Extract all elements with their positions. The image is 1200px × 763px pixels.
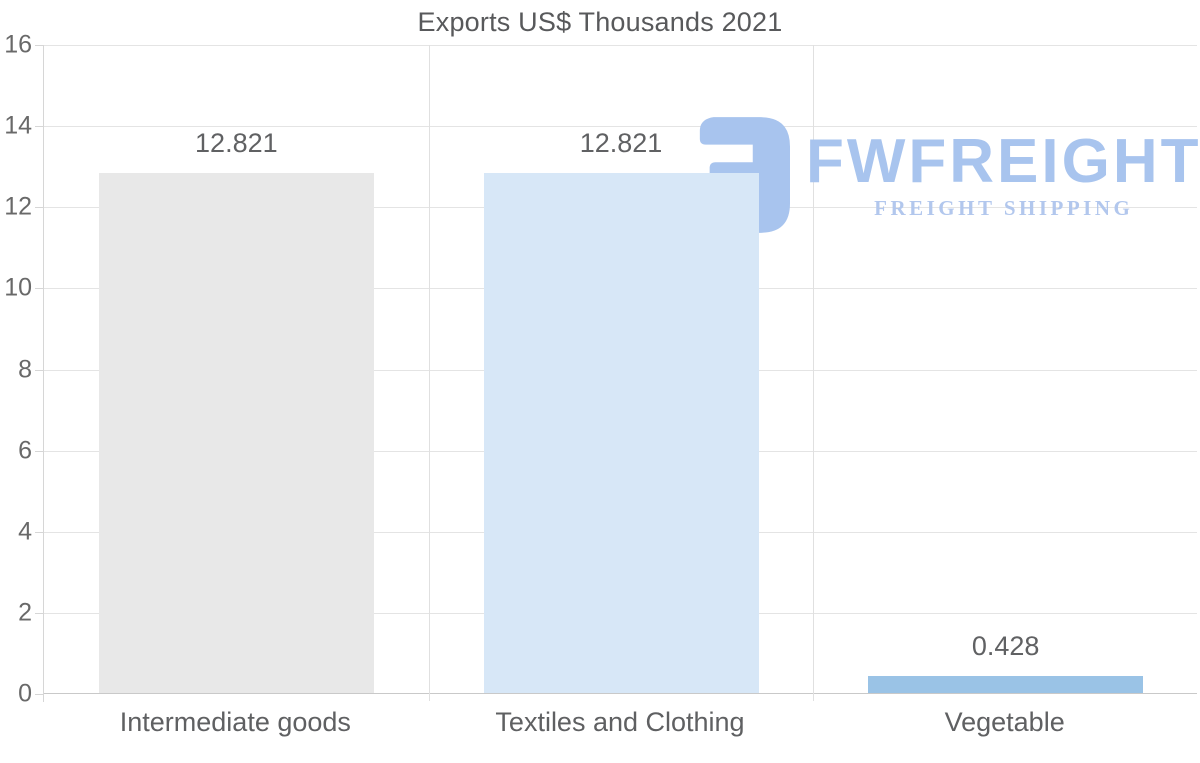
bar-value-label: 12.821	[579, 127, 663, 158]
bar-intermediate-goods	[98, 172, 374, 693]
bar-vegetable	[868, 675, 1144, 693]
x-axis-origin-tick	[43, 693, 44, 702]
watermark-tagline: FREIGHT SHIPPING	[874, 196, 1134, 220]
watermark-brand: FWFREIGHT	[806, 127, 1200, 196]
y-tick-mark-16	[35, 45, 44, 46]
y-tick-label-16: 16	[4, 30, 32, 59]
x-axis-category-labels: Intermediate goods Textiles and Clothing V…	[43, 703, 1197, 743]
y-tick-mark-10	[35, 288, 44, 290]
chart-plot-area: FWFREIGHT FREIGHT SHIPPING 12.821 12.821 0…	[35, 45, 1200, 702]
y-tick-mark-2	[35, 612, 44, 614]
x-category-label: Textiles and Clothing	[495, 707, 745, 737]
y-tick-label-4: 4	[18, 517, 32, 546]
y-tick-mark-6	[35, 450, 44, 452]
y-tick-mark-14	[35, 126, 44, 128]
y-tick-label-0: 0	[18, 679, 32, 708]
y-tick-mark-4	[35, 531, 44, 533]
x-category-label: Vegetable	[944, 707, 1065, 737]
gridline-y-14	[44, 126, 1197, 128]
y-tick-label-10: 10	[4, 273, 32, 302]
gridline-y-16	[44, 45, 1197, 46]
category-separator-1	[428, 45, 430, 701]
bar-textiles-and-clothing	[483, 172, 759, 693]
y-tick-label-6: 6	[18, 436, 32, 465]
category-separator-2	[813, 45, 815, 701]
bar-value-label: 0.428	[971, 630, 1040, 661]
bar-value-label: 12.821	[195, 127, 278, 158]
y-tick-label-12: 12	[4, 192, 32, 221]
y-tick-mark-8	[35, 369, 44, 371]
y-tick-label-14: 14	[4, 111, 32, 140]
y-tick-mark-0	[35, 694, 44, 695]
x-category-label: Intermediate goods	[119, 707, 351, 737]
y-tick-label-2: 2	[18, 598, 32, 627]
y-tick-mark-12	[35, 207, 44, 209]
watermark-text: FWFREIGHT FREIGHT SHIPPING	[806, 127, 1200, 221]
y-axis-tick-labels: 0 2 4 6 8 10 12 14 16	[0, 31, 35, 708]
y-tick-label-8: 8	[18, 355, 32, 383]
watermark: FWFREIGHT FREIGHT SHIPPING	[692, 117, 1200, 233]
chart-title: Exports US$ Thousands 2021	[417, 7, 783, 37]
